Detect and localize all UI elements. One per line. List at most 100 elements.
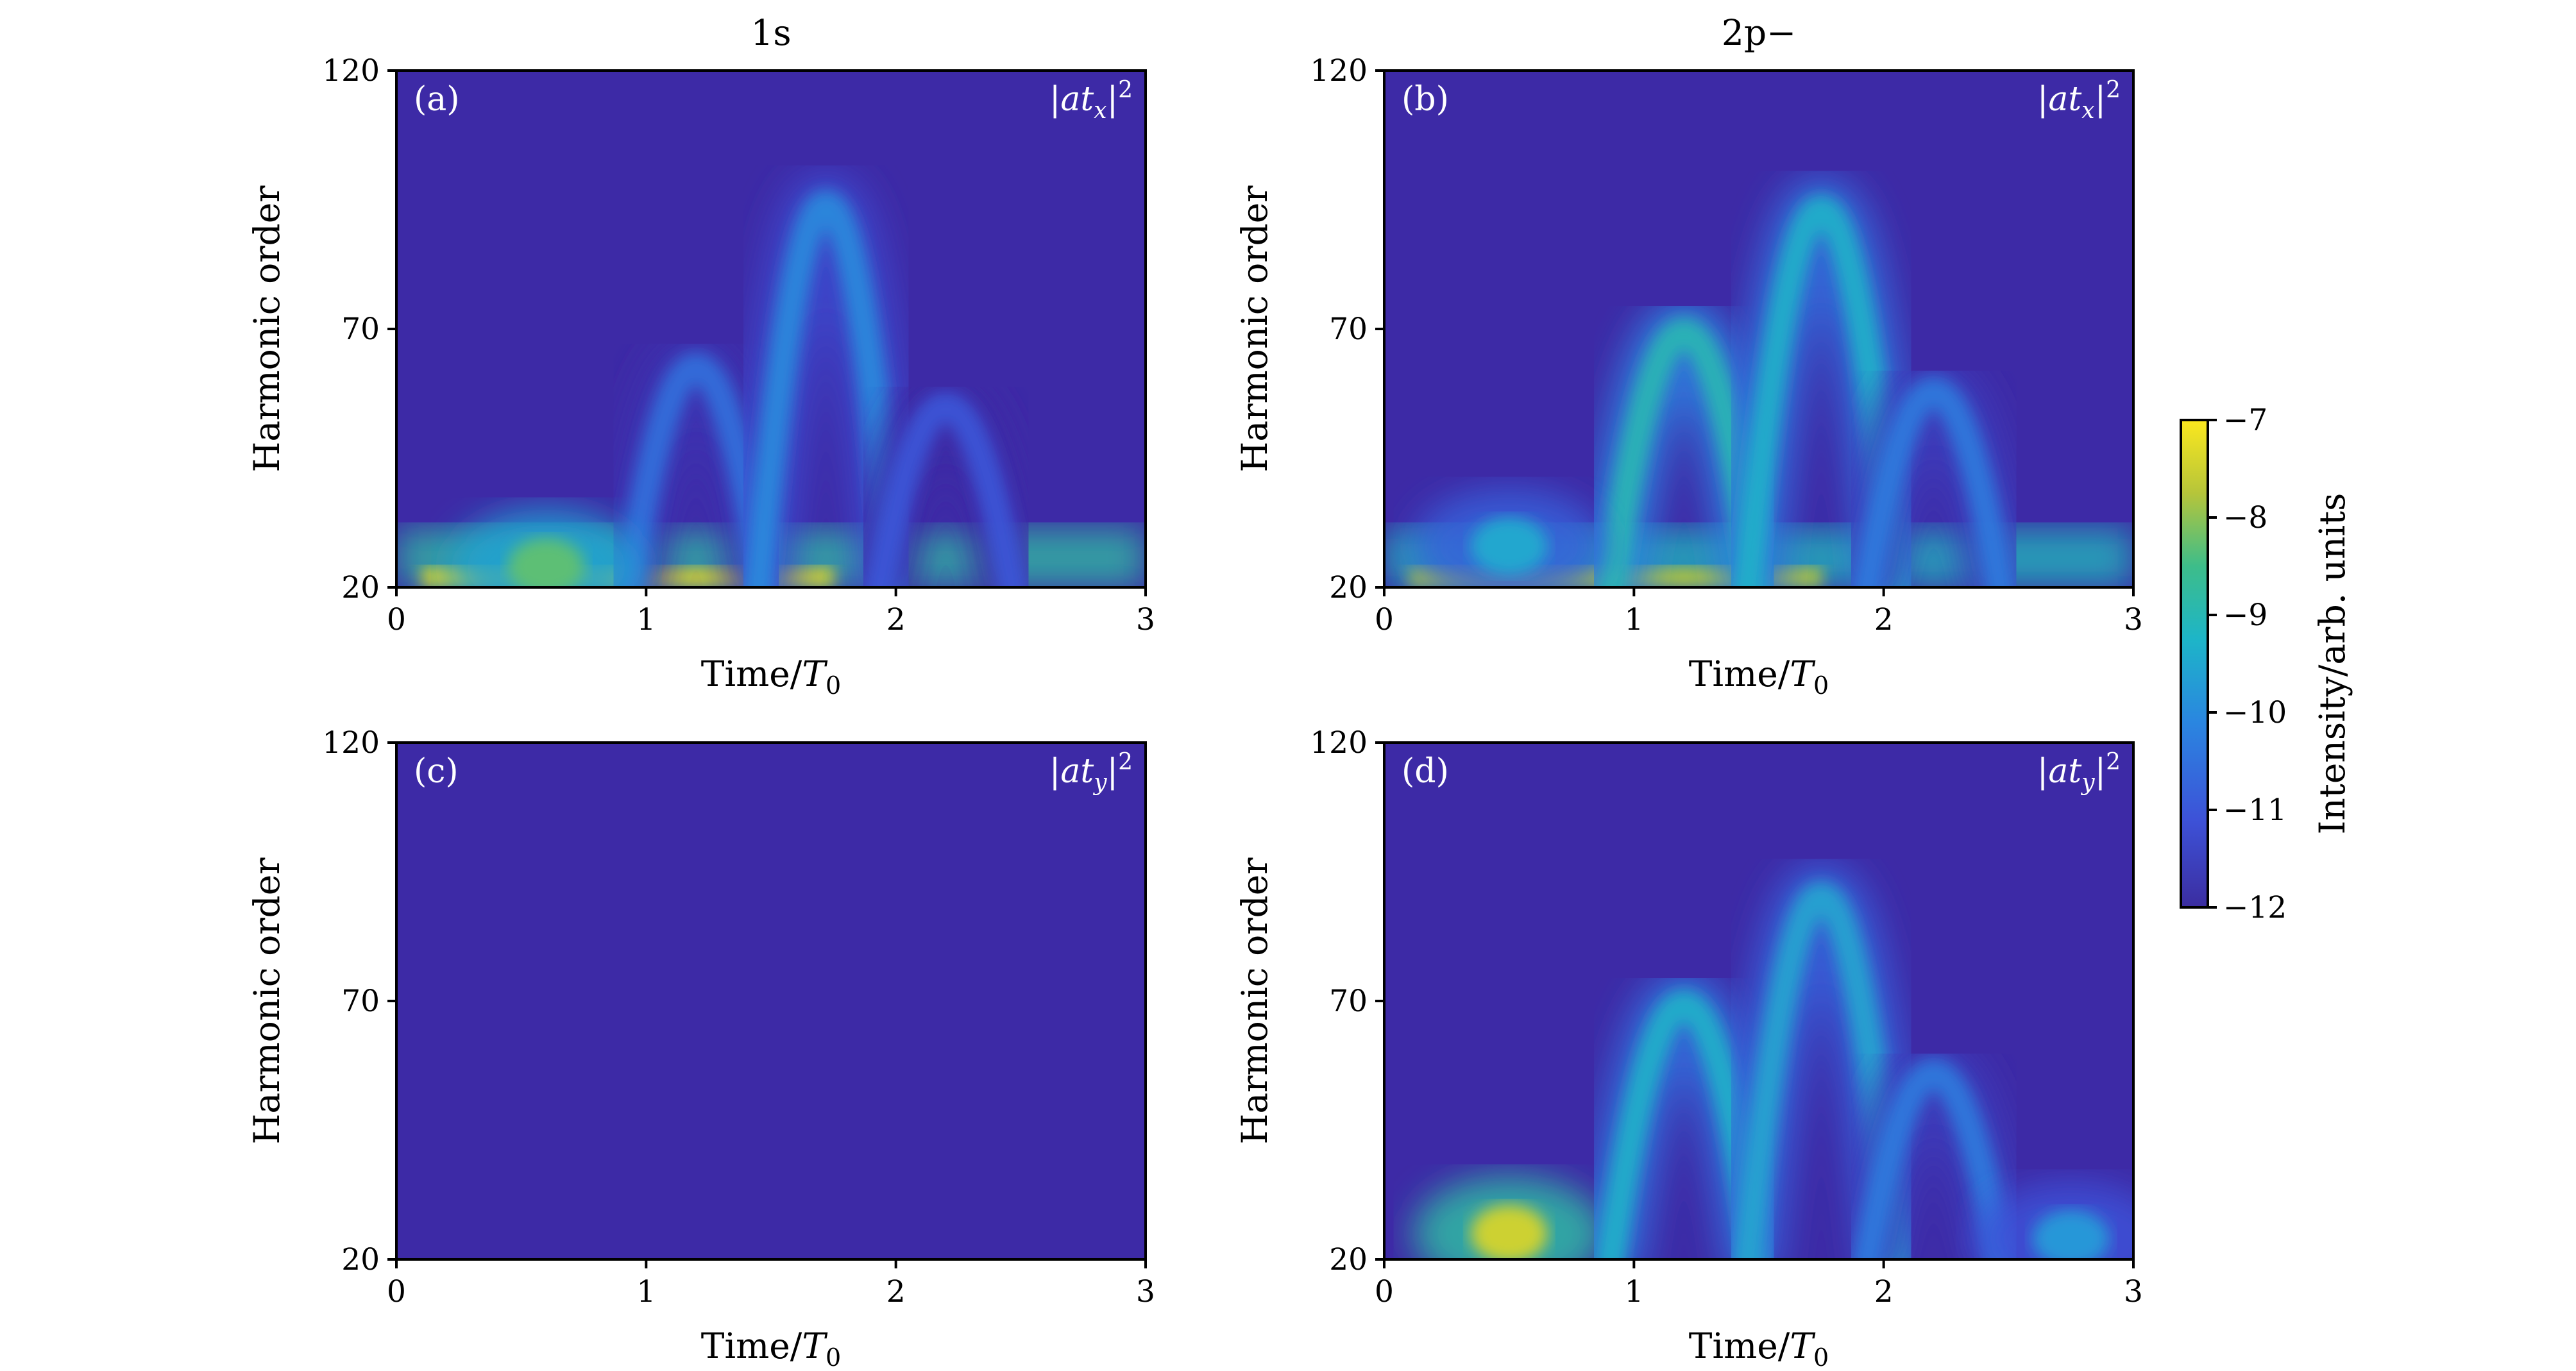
panel-d-xtick-label: 1 <box>1624 1274 1643 1309</box>
panel-c-xtick-label: 2 <box>886 1274 906 1309</box>
panel-a-ylabel: Harmonic order <box>246 185 287 473</box>
panel-d-quantity-label: |aty|2 <box>2037 749 2121 796</box>
panel-a-xlabel-var: T <box>802 653 828 694</box>
column-title-1s: 1s <box>750 12 791 53</box>
panel-c-quantity-bar: | <box>1107 752 1119 791</box>
column-title-2p: 2p− <box>1722 12 1796 53</box>
panel-c-background <box>396 743 1146 1259</box>
panel-d-heatmap <box>1412 861 2133 1259</box>
panel-c-quantity-label: |aty|2 <box>1049 749 1133 796</box>
panel-c-ytick-label: 70 <box>341 984 380 1019</box>
panel-b-xtick-label: 0 <box>1375 602 1394 637</box>
panel-d-quantity-sup: 2 <box>2106 749 2121 775</box>
panel-a-ytick-label: 120 <box>322 53 380 88</box>
panel-b-xtick-label: 2 <box>1874 602 1894 637</box>
panel-a-quantity-bar: | <box>1107 80 1119 119</box>
panel-c-quantity-base: |at <box>1049 752 1094 791</box>
panel-b-xlabel-sub: 0 <box>1813 671 1829 700</box>
panel-a-xlabel-text: Time/ <box>701 653 802 694</box>
panel-b-ylabel: Harmonic order <box>1234 185 1275 473</box>
panel-d-xlabel: Time/T0 <box>1689 1325 1829 1371</box>
panel-a-heatmap <box>396 171 1146 587</box>
panel-c-xtick-label: 3 <box>1136 1274 1155 1309</box>
panel-c-ylabel: Harmonic order <box>246 857 287 1145</box>
panel-a-xtick-label: 1 <box>636 602 656 637</box>
panel-a-axes: 0 1 2 3 20 70 120 <box>322 53 1155 637</box>
panel-d-arc-2 <box>1733 882 1910 1259</box>
panel-b-xtick-label: 1 <box>1624 602 1643 637</box>
panel-c-quantity-sup: 2 <box>1118 749 1133 775</box>
panel-a-xlabel: Time/T0 <box>701 653 841 700</box>
panel-b-ytick-label: 120 <box>1310 53 1368 88</box>
panel-d-quantity-sub: y <box>2080 770 2095 796</box>
panel-c-quantity-sub: y <box>1092 770 1107 796</box>
colorbar-ticks: −7 −8 −9 −10 −11 −12 <box>2208 403 2287 925</box>
panel-b-letter: (b) <box>1402 80 1449 119</box>
panel-b-arc-2 <box>1733 196 1910 587</box>
panel-d-ytick-label: 20 <box>1329 1242 1368 1277</box>
panel-d-xlabel-text: Time/ <box>1689 1325 1790 1367</box>
panel-b-xtick-label: 3 <box>2124 602 2143 637</box>
panel-b-arc-3 <box>1852 377 2015 587</box>
panel-a-blob-4 <box>507 537 585 587</box>
panel-a-xtick-label: 3 <box>1136 602 1155 637</box>
panel-b-xlabel: Time/T0 <box>1689 653 1829 700</box>
panel-d-blob-0 <box>1470 1204 1548 1259</box>
panel-d-ylabel: Harmonic order <box>1234 857 1275 1145</box>
panel-d-xlabel-var: T <box>1790 1325 1816 1367</box>
panel-c-xlabel-var: T <box>802 1325 828 1367</box>
panel-a-quantity-sub: x <box>1094 97 1106 124</box>
panel-a-quantity-label: |atx|2 <box>1049 77 1133 124</box>
panel-a-xtick-label: 0 <box>387 602 406 637</box>
panel-a-xlabel-sub: 0 <box>826 671 841 700</box>
panel-b-axes: 0 1 2 3 20 70 120 <box>1310 53 2143 637</box>
panel-c-axes: 0 1 2 3 20 70 120 <box>322 725 1155 1309</box>
panel-a-xtick-label: 2 <box>886 602 906 637</box>
colorbar-tick-label: −11 <box>2223 793 2287 828</box>
panel-a-ytick-label: 70 <box>341 312 380 347</box>
panel-b-quantity-sub: x <box>2081 97 2094 124</box>
panel-a-letter: (a) <box>414 80 460 119</box>
colorbar-tick-label: −12 <box>2223 890 2287 925</box>
panel-b-xlabel-var: T <box>1790 653 1816 694</box>
colorbar-tick-label: −8 <box>2223 500 2267 535</box>
panel-c-xlabel-text: Time/ <box>701 1325 802 1367</box>
panel-d-blob-4 <box>2032 1209 2110 1259</box>
panel-c-ytick-label: 20 <box>341 1242 380 1277</box>
panel-d-axes: 0 1 2 3 20 70 120 <box>1310 725 2143 1309</box>
panel-a-arc-2 <box>743 190 909 587</box>
colorbar-gradient <box>2180 419 2209 909</box>
panel-d-arc-3 <box>1852 1059 2015 1259</box>
panel-b-heatmap <box>1384 176 2133 587</box>
panel-b-quantity-sup: 2 <box>2106 77 2121 103</box>
panel-d-xlabel-sub: 0 <box>1813 1343 1829 1371</box>
panel-b-ytick-label: 20 <box>1329 570 1368 605</box>
panel-c-xlabel-sub: 0 <box>826 1343 841 1371</box>
panel-d-xtick-label: 3 <box>2124 1274 2143 1309</box>
panel-b-blob-4 <box>1470 517 1548 575</box>
panel-d-letter: (d) <box>1402 752 1449 791</box>
panel-d-xtick-label: 0 <box>1375 1274 1394 1309</box>
colorbar-label: Intensity/arb. units <box>2312 493 2353 835</box>
panel-d-quantity-base: |at <box>2037 752 2082 791</box>
panel-a-quantity-sup: 2 <box>1118 77 1133 103</box>
panel-a-quantity-base: |at <box>1049 80 1094 119</box>
panel-c-xlabel: Time/T0 <box>701 1325 841 1371</box>
colorbar-tick-label: −9 <box>2223 598 2267 633</box>
panel-c-xtick-label: 0 <box>387 1274 406 1309</box>
panel-b-ytick-label: 70 <box>1329 312 1368 347</box>
panel-c-ytick-label: 120 <box>322 725 380 761</box>
panel-a-arc-3 <box>864 392 1028 587</box>
panel-d-quantity-bar: | <box>2095 752 2106 791</box>
panel-c-xtick-label: 1 <box>636 1274 656 1309</box>
colorbar: −7 −8 −9 −10 −11 −12 Intensity/arb. units <box>2180 403 2353 925</box>
panel-b-quantity-label: |atx|2 <box>2037 77 2121 124</box>
colorbar-tick-label: −10 <box>2223 695 2287 730</box>
panel-d-xtick-label: 2 <box>1874 1274 1894 1309</box>
panel-b-quantity-base: |at <box>2037 80 2082 119</box>
